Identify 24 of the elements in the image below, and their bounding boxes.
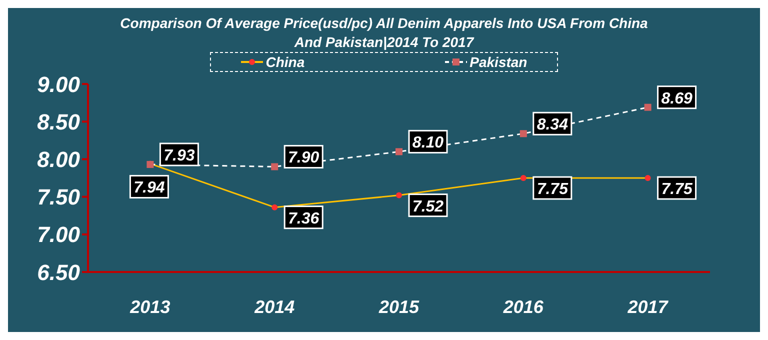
y-tick-label: 6.50 (37, 260, 81, 285)
x-tick-label: 2014 (254, 296, 295, 317)
y-tick-label: 7.50 (37, 184, 81, 210)
x-tick-label: 2017 (626, 296, 669, 317)
y-tick-label: 9.00 (37, 72, 81, 97)
y-tick-label: 7.00 (37, 222, 81, 248)
data-label: 8.10 (412, 134, 444, 152)
data-label: 7.90 (288, 150, 320, 167)
data-label: 7.93 (164, 147, 195, 164)
data-label: 7.94 (134, 180, 165, 197)
x-tick-label: 2015 (378, 296, 420, 317)
y-tick-label: 8.50 (37, 109, 81, 134)
legend-label: Pakistan (470, 54, 528, 70)
data-label: 7.36 (288, 210, 320, 228)
x-tick-label: 2013 (129, 296, 170, 317)
x-tick-label: 2016 (502, 296, 544, 317)
legend-label: China (266, 54, 305, 70)
data-label: 7.52 (412, 198, 444, 216)
data-label: 7.75 (536, 181, 570, 198)
y-tick-label: 8.00 (37, 147, 81, 172)
data-label: 8.34 (536, 116, 568, 134)
data-label: 7.75 (661, 181, 694, 198)
chart-title: Comparison Of Average Price(usd/pc) All Denim Apparels Into USA From China And Pakistan|2014 To 2017 (119, 14, 649, 52)
data-label: 8.69 (661, 90, 692, 108)
